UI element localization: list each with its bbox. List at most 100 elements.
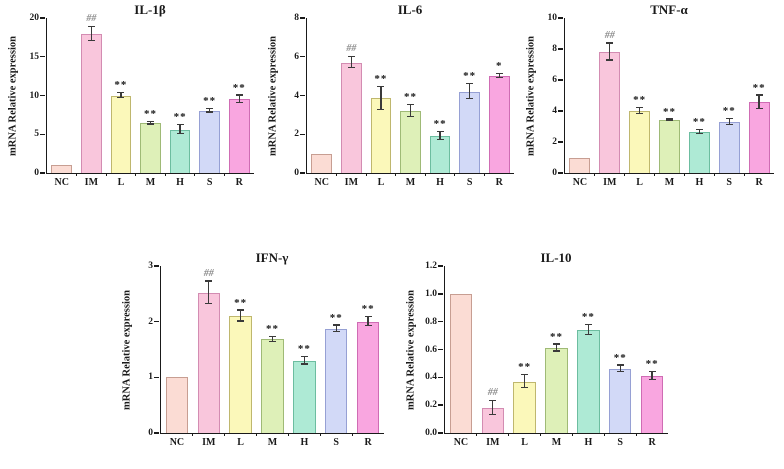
chart-ifng: IFN-γ mRNA Relative expression 0 1 2 3 NC ## I… — [118, 250, 390, 464]
bar-s — [325, 328, 348, 433]
x-category-label: NC — [572, 177, 588, 188]
x-category-label: L — [636, 177, 643, 188]
significance-marker: ** — [173, 110, 187, 123]
bar-r — [488, 76, 510, 173]
error-bar-cap-top — [87, 26, 95, 28]
error-bar — [409, 105, 412, 117]
y-tick-mark — [438, 320, 444, 323]
significance-marker: ** — [297, 342, 311, 355]
error-bar — [179, 124, 181, 135]
x-tick-mark — [476, 433, 478, 436]
bar-r — [228, 99, 250, 173]
y-tick-label: 0 — [552, 168, 557, 178]
significance-marker: ## — [604, 29, 615, 41]
plot-area: 0 2 4 6 8 10 NC ## IM ** L ** M ** H ** S ** R — [548, 13, 774, 188]
error-bar — [120, 92, 122, 99]
x-tick-mark — [395, 173, 397, 176]
y-tick-label: 1 — [148, 372, 153, 383]
significance-marker: ** — [234, 296, 248, 309]
y-tick-label: 6 — [294, 51, 299, 62]
x-tick-mark — [683, 173, 686, 176]
x-tick-mark — [743, 173, 745, 176]
x-tick-mark — [653, 173, 656, 176]
error-bar — [524, 375, 526, 388]
x-tick-mark — [483, 173, 486, 176]
error-bar — [367, 317, 369, 327]
chart-il6: IL-6 mRNA Relative expression 0 2 4 6 8 NC ## I… — [264, 2, 520, 204]
error-bar-cap-top — [616, 364, 624, 366]
chart-title: IL-10 — [540, 250, 572, 265]
significance-marker: ** — [203, 95, 217, 108]
significance-marker: ## — [346, 42, 357, 54]
error-bar-cap-bottom — [347, 67, 355, 69]
x-category-label: S — [617, 437, 623, 448]
error-bar-cap-bottom — [269, 340, 276, 342]
y-tick-mark — [438, 432, 444, 434]
bar-h — [429, 136, 451, 173]
y-tick-label: 5 — [34, 129, 39, 140]
plot-area: 0.0 0.2 0.4 0.6 0.8 1.0 1.2 NC ## IM ** L ** M ** H ** S *… — [425, 261, 668, 448]
bar-s — [459, 91, 480, 173]
error-bar-cap-top — [206, 108, 214, 110]
y-tick-label: 0.6 — [425, 344, 437, 355]
bar-l — [229, 316, 252, 433]
x-category-label: IM — [603, 177, 617, 188]
significance-marker: ** — [374, 72, 388, 85]
error-bar-cap-bottom — [616, 371, 624, 373]
y-tick-label: 10 — [29, 90, 40, 101]
y-tick-label: 0.2 — [425, 400, 437, 411]
x-tick-mark — [424, 173, 426, 176]
error-bar-cap-top — [725, 117, 733, 119]
x-tick-mark — [454, 173, 456, 176]
x-category-label: R — [364, 437, 372, 448]
x-category-label: H — [584, 437, 593, 448]
x-tick-mark — [571, 433, 574, 436]
significance-marker: ** — [662, 105, 676, 118]
error-bar-cap-bottom — [553, 350, 560, 352]
x-tick-mark — [335, 173, 338, 176]
x-category-label: NC — [54, 177, 69, 188]
x-tick-mark — [224, 433, 226, 436]
y-tick-mark — [154, 265, 160, 267]
x-tick-mark — [713, 173, 715, 176]
y-tick-mark — [558, 172, 564, 174]
significance-marker: ** — [361, 303, 375, 316]
error-bar-cap-bottom — [377, 108, 385, 111]
error-bar-cap-top — [666, 118, 673, 120]
x-category-label: IM — [344, 177, 359, 188]
significance-marker: ** — [232, 81, 246, 94]
x-category-label: R — [648, 437, 656, 448]
error-bar-cap-bottom — [436, 138, 444, 141]
y-tick-mark — [40, 94, 46, 97]
y-tick-mark — [300, 172, 306, 174]
bar-im — [341, 62, 362, 173]
y-tick-label: 15 — [29, 51, 40, 62]
error-bar — [555, 344, 558, 352]
error-bar-cap-bottom — [695, 132, 703, 134]
error-bar — [698, 130, 700, 134]
x-category-label: R — [495, 177, 503, 188]
x-tick-mark — [287, 433, 290, 436]
y-tick-mark — [438, 348, 444, 351]
x-category-label: M — [267, 437, 278, 448]
plot-area: 0 5 10 15 20 NC ## IM ** L ** M ** H ** S ** R — [30, 13, 254, 188]
x-category-label: M — [664, 177, 675, 188]
error-bar-cap-top — [147, 121, 154, 123]
significance-marker: ## — [203, 267, 214, 279]
chart-tnfa: TNF-α mRNA Relative expression 0 2 4 6 8 10 NC… — [522, 2, 780, 204]
error-bar-cap-top — [695, 128, 703, 131]
y-tick-mark — [154, 376, 160, 379]
error-bar — [587, 325, 589, 335]
x-tick-mark — [603, 433, 605, 436]
significance-marker: ** — [633, 93, 647, 106]
bar-s — [609, 368, 632, 433]
x-tick-mark — [164, 173, 166, 176]
significance-marker: ** — [581, 311, 595, 324]
x-tick-mark — [508, 433, 510, 436]
x-category-label: NC — [169, 437, 185, 448]
error-bar-cap-top — [332, 324, 340, 326]
x-category-label: S — [333, 437, 339, 448]
y-tick-label: 0 — [294, 168, 299, 178]
significance-marker: ** — [403, 91, 417, 104]
